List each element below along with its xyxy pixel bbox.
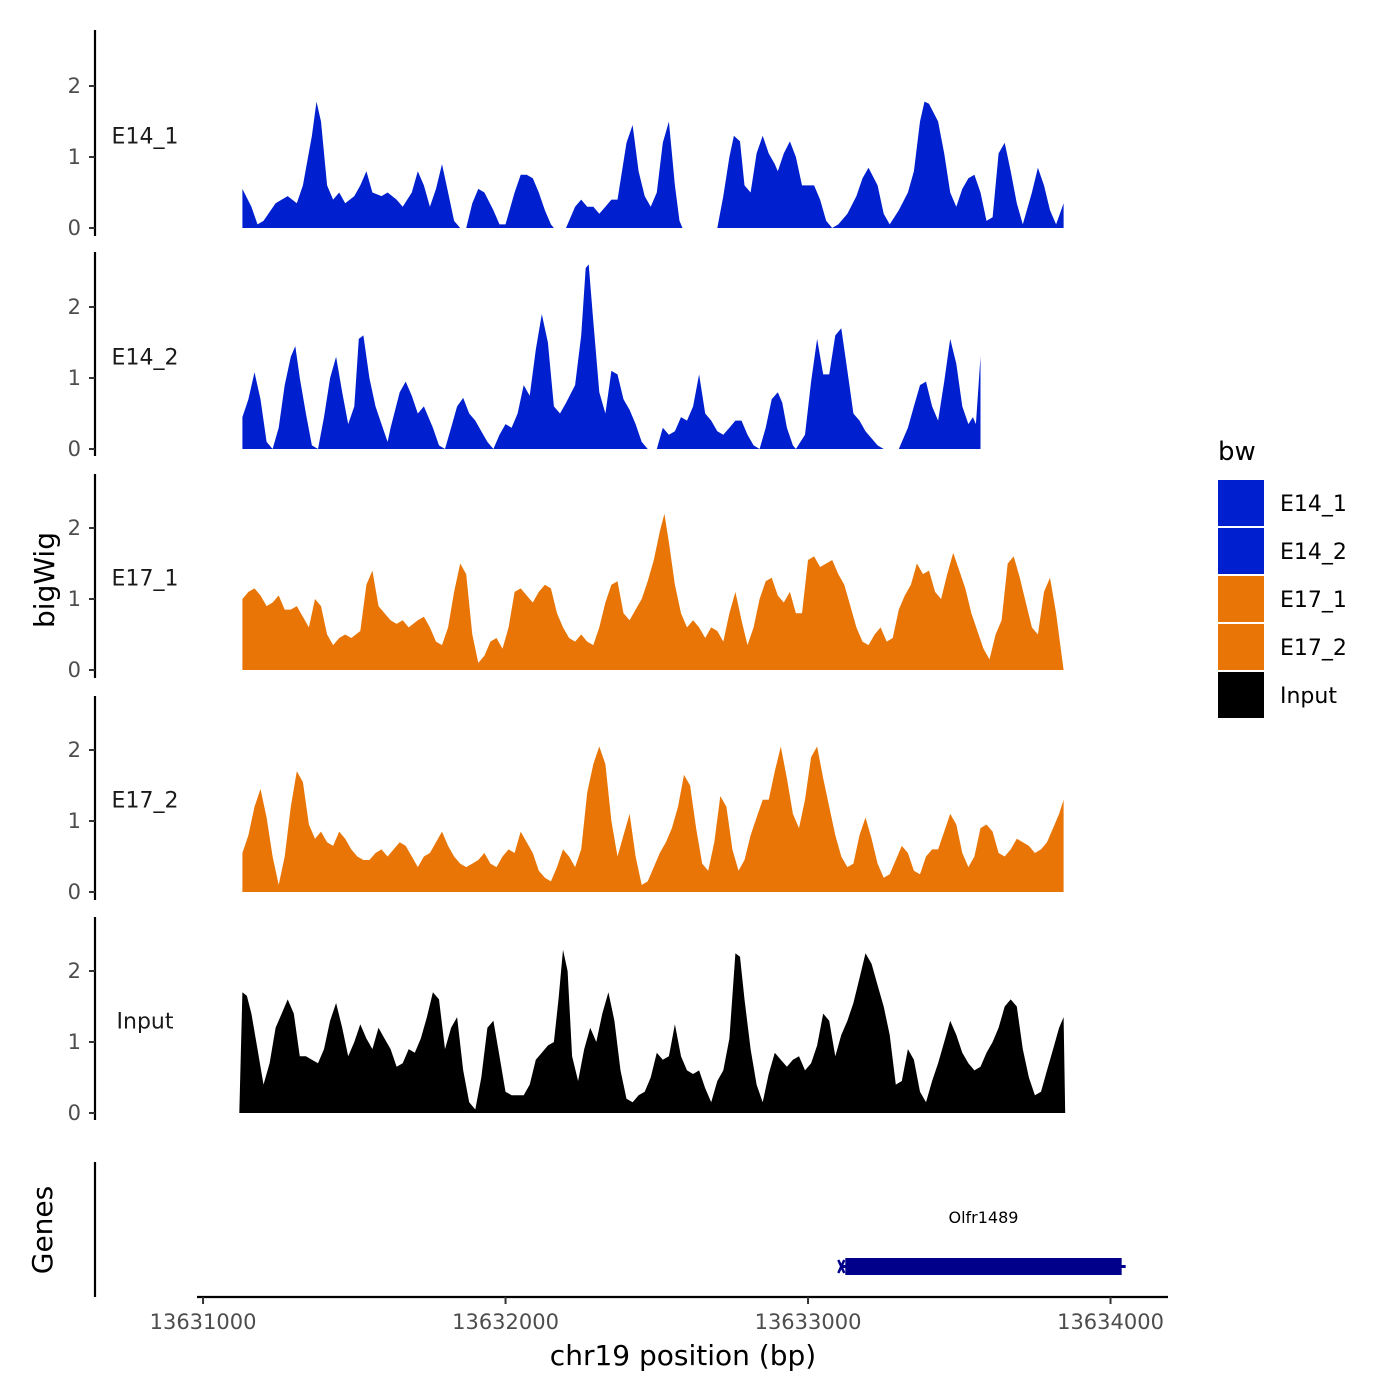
legend-label-Input: Input	[1280, 684, 1337, 709]
legend-title: bw	[1218, 437, 1256, 467]
legend-swatch-E14_2	[1218, 528, 1264, 574]
track-label-Input: Input	[117, 1010, 174, 1035]
x-tick-label: 13631000	[150, 1310, 257, 1334]
legend-swatch-E17_1	[1218, 576, 1264, 622]
y-tick-label: 2	[68, 74, 81, 98]
track-E14_2: 0 1 2 E14_2	[68, 252, 981, 461]
track-Input: 0 1 2 Input	[68, 917, 1066, 1125]
legend-swatch-E14_1	[1218, 480, 1264, 526]
y-tick-label: 1	[68, 145, 81, 169]
coverage-area-E17_2	[242, 746, 1064, 892]
legend-swatch-E17_2	[1218, 624, 1264, 670]
y-tick-label: 2	[68, 295, 81, 319]
y-tick-label: 0	[68, 437, 81, 461]
y-tick-label: 1	[68, 587, 81, 611]
y-tick-label: 1	[68, 809, 81, 833]
track-E14_1: 0 1 2 E14_1	[68, 30, 1064, 240]
y-axis-title: bigWig	[28, 532, 61, 628]
y-tick-label: 0	[68, 880, 81, 904]
y-tick-label: 1	[68, 1030, 81, 1054]
x-axis-title: chr19 position (bp)	[550, 1339, 816, 1372]
x-axis: 13631000 13632000 13633000 13634000	[150, 1295, 1168, 1334]
coverage-tracks: 0 1 2 E14_1 0 1 2 E14_2 0 1 2 E17_1 0 1 2 E17_2 0 1 2 Input	[68, 30, 1066, 1125]
track-label-E14_2: E14_2	[112, 346, 179, 371]
legend-label-E14_2: E14_2	[1280, 540, 1347, 565]
legend-label-E14_1: E14_1	[1280, 492, 1347, 517]
x-tick-label: 13633000	[755, 1310, 862, 1334]
x-tick-label: 13634000	[1057, 1310, 1164, 1334]
coverage-area-E14_1	[242, 101, 1064, 228]
gene-label: Olfr1489	[948, 1208, 1018, 1227]
legend-label-E17_1: E17_1	[1280, 588, 1347, 613]
coverage-area-E17_1	[242, 513, 1064, 670]
gene-end-marker	[837, 1259, 846, 1274]
legend-swatch-Input	[1218, 672, 1264, 718]
track-E17_2: 0 1 2 E17_2	[68, 696, 1064, 904]
y-tick-label: 2	[68, 516, 81, 540]
genes-axis-title: Genes	[26, 1186, 59, 1274]
y-tick-label: 0	[68, 658, 81, 682]
track-label-E14_1: E14_1	[112, 125, 179, 150]
legend: bw E14_1 E14_2 E17_1 E17_2 Input	[1218, 437, 1347, 718]
coverage-area-Input	[239, 949, 1066, 1113]
x-tick-label: 13632000	[452, 1310, 559, 1334]
track-label-E17_2: E17_2	[112, 789, 179, 814]
y-tick-label: 2	[68, 738, 81, 762]
track-E17_1: 0 1 2 E17_1	[68, 474, 1064, 682]
gene-panel: Olfr1489	[93, 1162, 1126, 1297]
y-tick-label: 0	[68, 216, 81, 240]
track-label-E17_1: E17_1	[112, 567, 179, 592]
y-tick-label: 2	[68, 959, 81, 983]
y-tick-label: 1	[68, 366, 81, 390]
coverage-area-E14_2	[242, 264, 981, 449]
legend-label-E17_2: E17_2	[1280, 636, 1347, 661]
y-tick-label: 0	[68, 1101, 81, 1125]
